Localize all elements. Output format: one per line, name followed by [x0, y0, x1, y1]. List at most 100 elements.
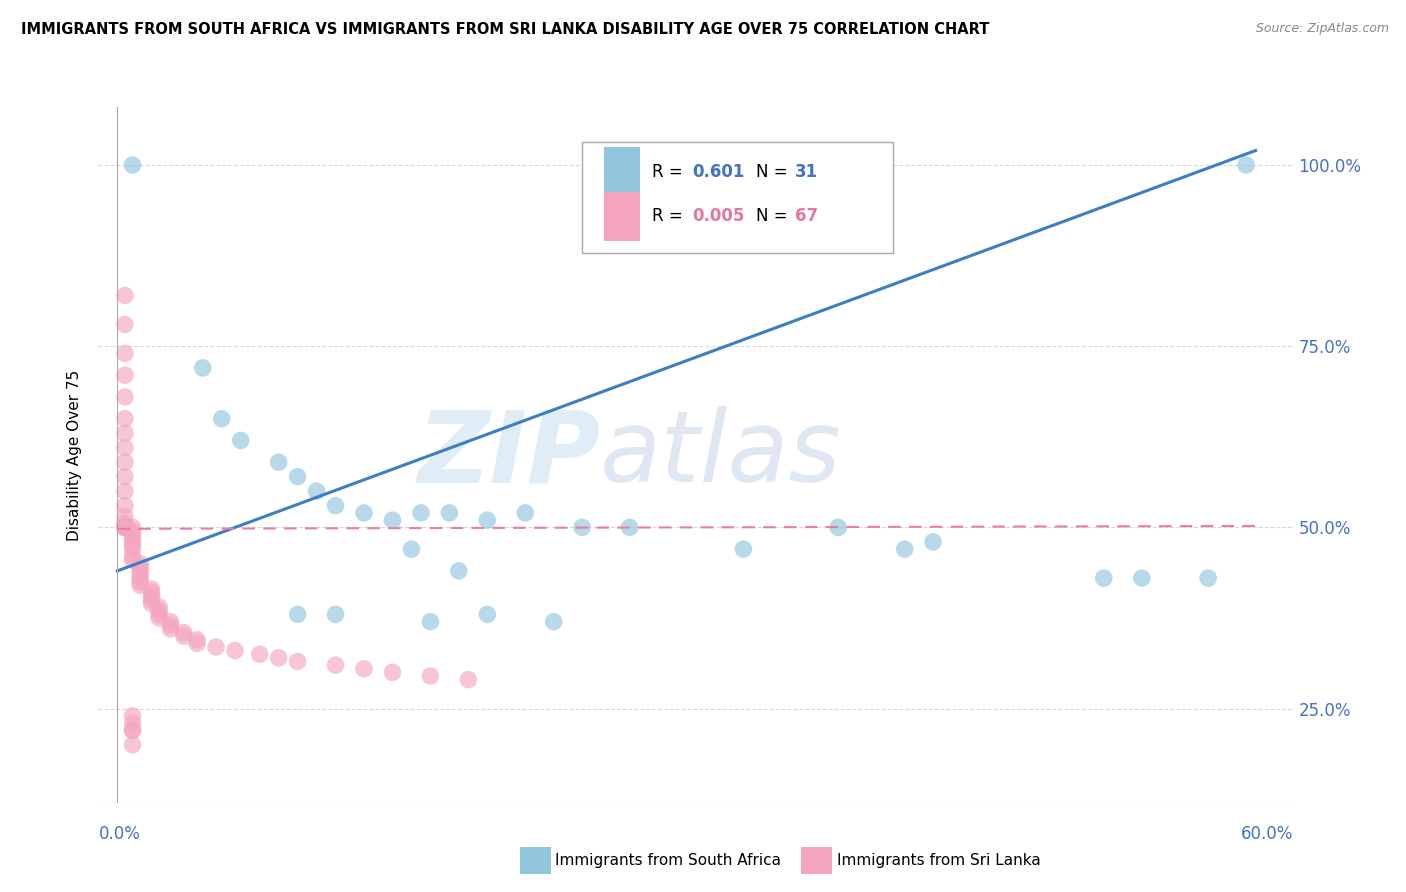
- Text: 60.0%: 60.0%: [1241, 825, 1294, 843]
- Point: [121, 158, 143, 172]
- Point: [922, 535, 945, 549]
- Text: R =: R =: [652, 162, 688, 180]
- Point: [114, 390, 136, 404]
- Point: [121, 738, 143, 752]
- Point: [477, 607, 499, 622]
- Point: [114, 426, 136, 441]
- Point: [121, 535, 143, 549]
- Point: [141, 589, 163, 603]
- Point: [114, 318, 136, 332]
- Point: [249, 647, 271, 661]
- Point: [148, 600, 170, 615]
- Point: [141, 582, 163, 596]
- Point: [457, 673, 479, 687]
- Point: [114, 520, 136, 534]
- Text: 0.005: 0.005: [692, 208, 745, 226]
- Point: [129, 571, 152, 585]
- Text: 31: 31: [796, 162, 818, 180]
- Y-axis label: Disability Age Over 75: Disability Age Over 75: [67, 369, 83, 541]
- Point: [619, 520, 641, 534]
- Point: [114, 441, 136, 455]
- Point: [515, 506, 537, 520]
- Point: [224, 643, 246, 657]
- Point: [186, 636, 208, 650]
- Point: [121, 723, 143, 738]
- Point: [191, 361, 214, 376]
- Point: [287, 469, 309, 483]
- Point: [114, 520, 136, 534]
- Point: [141, 585, 163, 599]
- Text: Immigrants from Sri Lanka: Immigrants from Sri Lanka: [837, 854, 1040, 868]
- Point: [305, 484, 328, 499]
- Point: [325, 499, 347, 513]
- Point: [121, 553, 143, 567]
- Point: [419, 669, 441, 683]
- Point: [287, 607, 309, 622]
- Text: atlas: atlas: [600, 407, 842, 503]
- Point: [121, 708, 143, 723]
- Bar: [605, 147, 640, 196]
- Text: Source: ZipAtlas.com: Source: ZipAtlas.com: [1256, 22, 1389, 36]
- Point: [121, 524, 143, 538]
- Point: [159, 618, 181, 632]
- Point: [173, 625, 195, 640]
- Point: [159, 622, 181, 636]
- Point: [148, 604, 170, 618]
- Text: IMMIGRANTS FROM SOUTH AFRICA VS IMMIGRANTS FROM SRI LANKA DISABILITY AGE OVER 75: IMMIGRANTS FROM SOUTH AFRICA VS IMMIGRAN…: [21, 22, 990, 37]
- Point: [121, 542, 143, 557]
- Point: [325, 658, 347, 673]
- Point: [401, 542, 423, 557]
- Text: Immigrants from South Africa: Immigrants from South Africa: [555, 854, 782, 868]
- Point: [571, 520, 593, 534]
- FancyBboxPatch shape: [582, 142, 893, 253]
- Point: [129, 578, 152, 592]
- Point: [114, 469, 136, 483]
- Point: [733, 542, 755, 557]
- Point: [114, 516, 136, 531]
- Point: [287, 655, 309, 669]
- Point: [229, 434, 252, 448]
- Point: [148, 611, 170, 625]
- Point: [114, 346, 136, 360]
- Point: [129, 557, 152, 571]
- Point: [114, 520, 136, 534]
- Point: [114, 455, 136, 469]
- Point: [121, 549, 143, 564]
- Point: [129, 567, 152, 582]
- Text: N =: N =: [756, 208, 793, 226]
- Point: [129, 574, 152, 589]
- Text: 67: 67: [796, 208, 818, 226]
- Point: [129, 564, 152, 578]
- Point: [129, 560, 152, 574]
- Point: [477, 513, 499, 527]
- Point: [381, 513, 404, 527]
- Text: N =: N =: [756, 162, 793, 180]
- Point: [1197, 571, 1219, 585]
- Point: [114, 288, 136, 302]
- Point: [141, 597, 163, 611]
- Point: [114, 411, 136, 425]
- Point: [1092, 571, 1115, 585]
- Point: [325, 607, 347, 622]
- Point: [121, 520, 143, 534]
- Point: [1234, 158, 1257, 172]
- Point: [114, 520, 136, 534]
- Point: [409, 506, 432, 520]
- Point: [1130, 571, 1153, 585]
- Point: [543, 615, 565, 629]
- Point: [121, 723, 143, 738]
- Point: [121, 716, 143, 731]
- Point: [267, 651, 290, 665]
- Point: [159, 615, 181, 629]
- Point: [381, 665, 404, 680]
- Point: [121, 531, 143, 545]
- Bar: [605, 192, 640, 241]
- Point: [439, 506, 461, 520]
- Point: [267, 455, 290, 469]
- Point: [419, 615, 441, 629]
- Point: [141, 592, 163, 607]
- Text: 0.601: 0.601: [692, 162, 745, 180]
- Point: [353, 506, 375, 520]
- Text: 0.0%: 0.0%: [98, 825, 141, 843]
- Point: [121, 539, 143, 553]
